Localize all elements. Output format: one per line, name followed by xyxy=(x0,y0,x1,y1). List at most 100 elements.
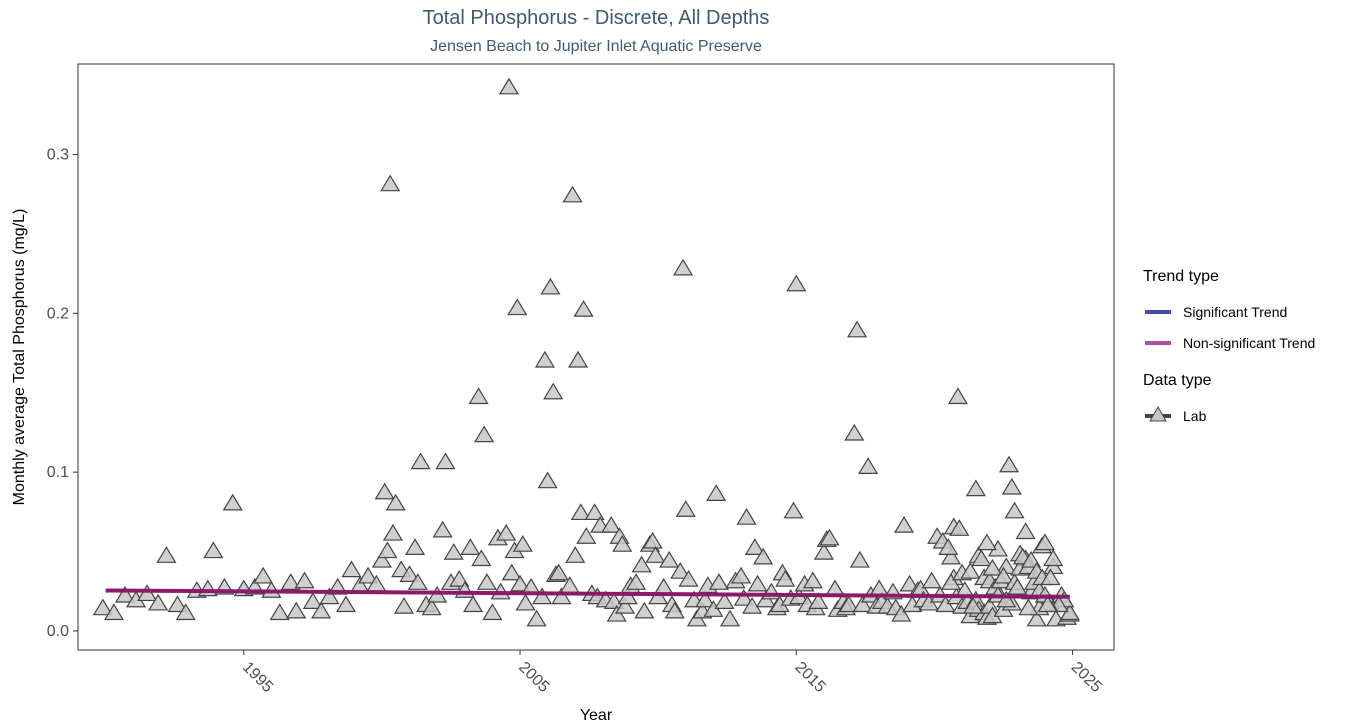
trend-legend-title: Trend type xyxy=(1143,268,1219,285)
trend-line xyxy=(105,588,1070,599)
data-point xyxy=(1021,550,1042,568)
data-point xyxy=(543,382,564,400)
data-point xyxy=(476,573,497,590)
data-point xyxy=(565,546,586,563)
y-tick-label: 0.1 xyxy=(47,464,69,481)
data-point xyxy=(612,535,633,552)
data-point xyxy=(947,387,968,405)
data-point xyxy=(570,503,591,521)
data-point xyxy=(733,589,754,606)
data-point xyxy=(744,538,765,555)
data-point xyxy=(1018,598,1039,616)
data-point xyxy=(576,527,597,544)
data-point xyxy=(551,587,572,605)
data-point xyxy=(103,603,124,621)
data-point xyxy=(960,562,981,579)
data-point xyxy=(869,579,890,597)
data-legend-title: Data type xyxy=(1143,372,1212,389)
data-point xyxy=(847,320,868,338)
data-point xyxy=(286,601,307,619)
data-point xyxy=(534,350,555,368)
legend-item-lab: Lab xyxy=(1143,400,1315,431)
data-point xyxy=(996,590,1017,608)
data-point xyxy=(675,500,696,517)
legend-key-lab xyxy=(1143,405,1173,426)
legend-item-significant: Significant Trend xyxy=(1143,296,1315,327)
data-point xyxy=(92,598,113,616)
data-point xyxy=(659,550,680,568)
legend-key-significant xyxy=(1143,302,1173,322)
data-point xyxy=(501,563,522,581)
data-point xyxy=(382,523,404,541)
data-point xyxy=(719,609,741,627)
data-point xyxy=(625,573,647,590)
y-tick-label: 0.3 xyxy=(47,147,69,164)
data-point xyxy=(175,603,196,621)
data-point xyxy=(965,479,986,497)
data-point xyxy=(567,350,589,368)
data-point xyxy=(496,523,517,541)
data-point xyxy=(601,515,622,533)
data-point xyxy=(714,592,735,609)
y-axis-title: Monthly average Total Phosphorus (mg/L) xyxy=(11,209,28,506)
data-point xyxy=(653,577,674,595)
data-point xyxy=(404,538,426,555)
data-point xyxy=(410,452,431,470)
trend-legend: Trend type Significant Trend Non-signifi… xyxy=(1143,268,1315,358)
data-point xyxy=(938,538,959,555)
data-point xyxy=(341,560,362,578)
data-point xyxy=(1007,577,1028,595)
data-point xyxy=(634,601,655,619)
data-point xyxy=(783,501,804,519)
data-point xyxy=(280,573,301,590)
data-point xyxy=(393,596,415,614)
x-tick-label: 2005 xyxy=(515,659,552,696)
data-point xyxy=(137,584,158,602)
data-point xyxy=(114,585,136,603)
x-tick-label: 2025 xyxy=(1068,659,1105,696)
data-point xyxy=(156,546,177,563)
data-point xyxy=(670,562,691,579)
legend-label-lab: Lab xyxy=(1183,407,1207,424)
data-point xyxy=(421,598,442,616)
data-point xyxy=(197,579,218,597)
data-point xyxy=(891,604,912,622)
data-point xyxy=(374,482,395,500)
legend-label-nonsignificant: Non-significant Trend xyxy=(1183,334,1316,351)
data-point xyxy=(993,566,1014,584)
data-point xyxy=(148,593,169,611)
data-point xyxy=(849,550,870,568)
data-point xyxy=(449,569,470,587)
data-point xyxy=(940,547,962,565)
legend: Trend type Significant Trend Non-signifi… xyxy=(1143,268,1315,445)
data-point xyxy=(537,471,558,489)
data-point xyxy=(1004,501,1025,519)
data-point xyxy=(963,596,984,614)
data-point xyxy=(335,595,357,613)
data-point xyxy=(819,528,840,546)
data-point xyxy=(614,596,636,614)
data-point xyxy=(1043,549,1064,567)
data-point xyxy=(460,538,481,555)
data-point xyxy=(678,569,699,587)
data-point xyxy=(813,542,834,560)
data-point xyxy=(311,601,332,619)
data-point xyxy=(474,425,495,443)
data-point xyxy=(532,587,553,605)
data-point xyxy=(949,519,970,536)
legend-label-significant: Significant Trend xyxy=(1183,303,1288,320)
data-point xyxy=(838,595,859,613)
data-point xyxy=(435,452,456,470)
data-point xyxy=(753,547,774,565)
data-point xyxy=(645,546,666,563)
data-point xyxy=(672,258,694,276)
data-point xyxy=(893,515,915,533)
data-point xyxy=(515,593,536,611)
data-point xyxy=(167,595,188,613)
data-point xyxy=(1015,522,1036,540)
data-point xyxy=(998,455,1020,473)
data-point xyxy=(706,484,727,501)
data-point xyxy=(971,549,992,567)
y-tick-label: 0.0 xyxy=(47,623,69,640)
